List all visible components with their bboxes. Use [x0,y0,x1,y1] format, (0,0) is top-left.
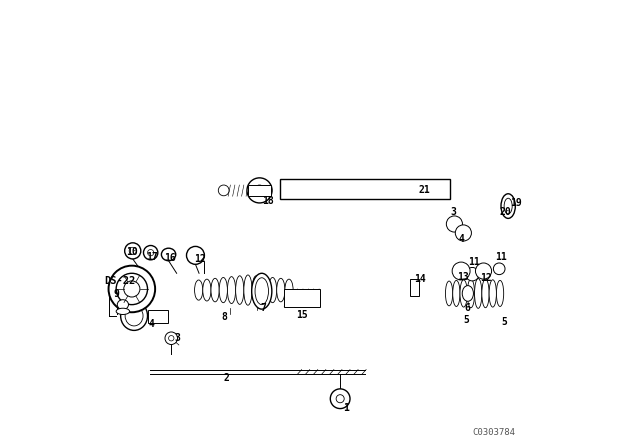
Circle shape [116,273,148,305]
Text: 5: 5 [463,314,469,324]
Circle shape [452,262,470,280]
Ellipse shape [244,275,252,305]
Text: 12: 12 [194,254,205,264]
Ellipse shape [211,278,219,302]
Ellipse shape [475,279,482,308]
Ellipse shape [462,286,474,302]
Ellipse shape [285,279,293,301]
Text: 1: 1 [343,403,349,413]
Ellipse shape [489,280,497,307]
Ellipse shape [276,278,285,302]
Ellipse shape [203,279,211,301]
Circle shape [168,336,174,341]
Ellipse shape [195,280,203,300]
Circle shape [455,225,472,241]
Circle shape [218,185,229,196]
Text: 19: 19 [511,198,522,208]
Text: 3: 3 [450,207,456,217]
Text: C0303784: C0303784 [472,428,515,437]
Circle shape [109,266,155,312]
Ellipse shape [117,300,129,310]
Text: 16: 16 [164,253,176,263]
Text: 6: 6 [464,303,470,313]
Ellipse shape [116,308,130,314]
Text: 20: 20 [499,207,511,217]
Text: 12: 12 [480,273,492,283]
Ellipse shape [252,273,272,309]
Ellipse shape [501,194,515,218]
Circle shape [336,395,344,403]
Circle shape [446,216,463,232]
Text: 2: 2 [224,373,230,383]
Bar [280,179,450,199]
Ellipse shape [504,198,512,214]
Ellipse shape [260,276,269,304]
Text: 3: 3 [174,333,180,343]
Ellipse shape [121,302,148,331]
Ellipse shape [269,277,276,303]
Ellipse shape [125,306,143,326]
Ellipse shape [252,276,260,304]
Ellipse shape [219,277,227,303]
Text: 17: 17 [147,252,158,262]
Ellipse shape [460,280,467,307]
Circle shape [254,185,265,196]
Circle shape [476,263,492,279]
Ellipse shape [467,279,475,308]
Bar [410,279,419,296]
Text: 21: 21 [419,185,430,194]
Ellipse shape [255,278,269,305]
Circle shape [465,267,479,281]
Text: 8: 8 [221,312,227,322]
Circle shape [129,247,136,254]
Circle shape [124,281,140,297]
Ellipse shape [161,248,176,261]
Ellipse shape [227,276,236,304]
Text: 5: 5 [502,317,508,327]
Text: 14: 14 [414,274,426,284]
Text: 15: 15 [296,310,308,320]
Bar [284,289,320,307]
Circle shape [330,389,350,409]
Circle shape [186,246,204,264]
Circle shape [125,243,141,259]
Text: 4: 4 [459,234,465,244]
Circle shape [148,250,154,256]
Text: 18: 18 [262,196,273,206]
Circle shape [143,246,158,260]
Text: 11: 11 [468,257,479,267]
Bar [148,310,168,323]
Ellipse shape [236,276,244,304]
Circle shape [493,263,505,275]
Text: 13: 13 [457,272,468,282]
Ellipse shape [445,281,452,306]
Ellipse shape [482,279,489,308]
Bar [248,185,271,196]
Text: 10: 10 [127,247,138,257]
Text: DS-22: DS-22 [104,276,135,286]
Ellipse shape [497,280,504,306]
Text: 4: 4 [149,319,155,329]
Ellipse shape [452,280,460,306]
Text: 11: 11 [495,252,508,262]
Text: 9: 9 [113,289,119,298]
Circle shape [247,178,272,203]
Circle shape [165,332,177,345]
Text: 7: 7 [261,303,267,313]
